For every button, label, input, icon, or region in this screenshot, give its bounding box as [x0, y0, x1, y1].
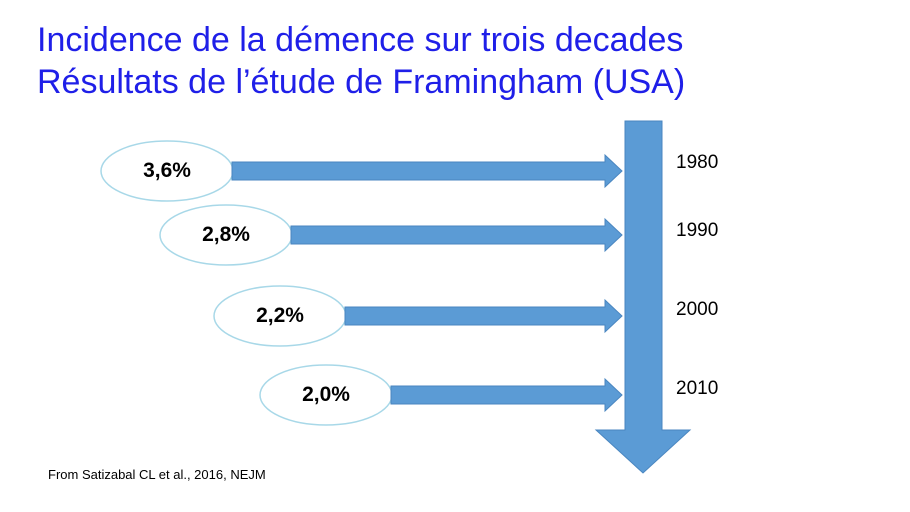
year-label-1990: 1990 [676, 220, 719, 241]
arrow-2010 [390, 377, 623, 413]
source-citation: From Satizabal CL et al., 2016, NEJM [48, 467, 266, 482]
slide-title-line2: Résultats de l’étude de Framingham (USA) [37, 63, 686, 101]
year-label-1980: 1980 [676, 152, 719, 173]
incidence-value-1980: 3,6% [143, 159, 191, 182]
timeline-down-arrow [594, 120, 692, 474]
arrow-2000 [344, 298, 623, 334]
incidence-value-2010: 2,0% [302, 383, 350, 406]
year-label-2000: 2000 [676, 299, 719, 320]
arrow-1990 [290, 217, 623, 253]
incidence-value-1990: 2,8% [202, 223, 250, 246]
incidence-value-2000: 2,2% [256, 304, 304, 327]
year-label-2010: 2010 [676, 378, 719, 399]
slide-title-line1: Incidence de la démence sur trois decade… [37, 21, 684, 59]
arrow-1980 [231, 153, 623, 189]
